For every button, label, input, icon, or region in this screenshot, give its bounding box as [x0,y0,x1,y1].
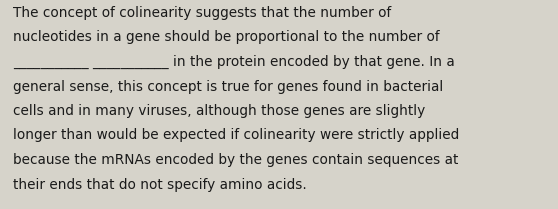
Text: ___________ ___________ in the protein encoded by that gene. In a: ___________ ___________ in the protein e… [13,55,455,69]
Text: longer than would be expected if colinearity were strictly applied: longer than would be expected if colinea… [13,129,459,143]
Text: nucleotides in a gene should be proportional to the number of: nucleotides in a gene should be proporti… [13,31,440,45]
Text: cells and in many viruses, although those genes are slightly: cells and in many viruses, although thos… [13,104,425,118]
Text: because the mRNAs encoded by the genes contain sequences at: because the mRNAs encoded by the genes c… [13,153,458,167]
Text: general sense, this concept is true for genes found in bacterial: general sense, this concept is true for … [13,79,443,93]
Text: The concept of colinearity suggests that the number of: The concept of colinearity suggests that… [13,6,391,20]
Text: their ends that do not specify amino acids.: their ends that do not specify amino aci… [13,177,307,191]
